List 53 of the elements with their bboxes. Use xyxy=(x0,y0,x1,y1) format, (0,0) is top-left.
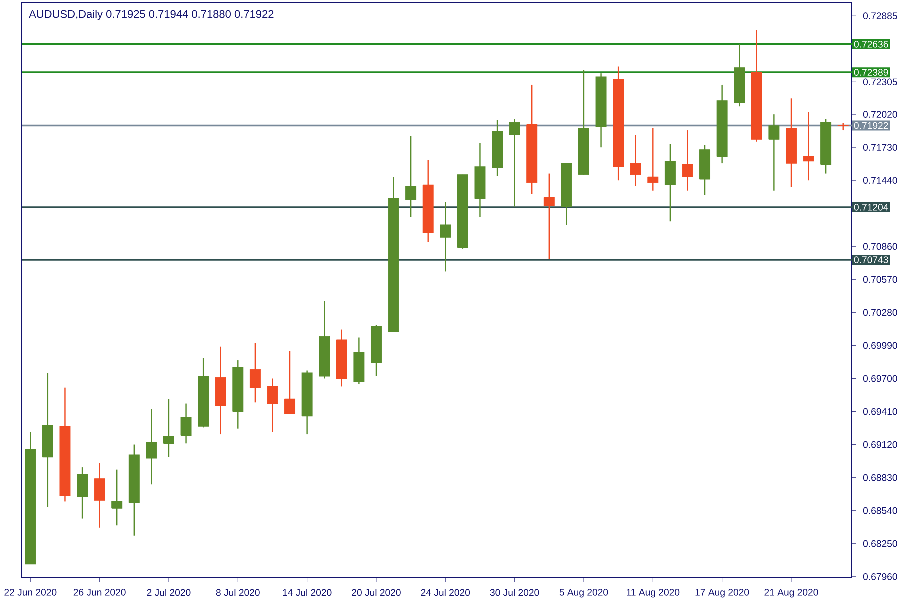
ref-line-label: 0.70743 xyxy=(854,256,888,264)
candlestick xyxy=(544,173,555,260)
x-tick-label: 24 Jul 2020 xyxy=(421,589,470,596)
candlestick xyxy=(630,134,642,187)
y-tick-label: 0.67960 xyxy=(863,573,898,580)
y-tick-label: 0.69700 xyxy=(863,375,898,382)
y-tick-label: 0.70280 xyxy=(863,309,898,316)
candlestick xyxy=(682,130,694,192)
x-tick-label: 30 Jul 2020 xyxy=(490,589,540,596)
y-tick-label: 0.72885 xyxy=(863,12,898,20)
candlestick xyxy=(648,128,659,192)
ref-line-label: 0.72389 xyxy=(854,69,888,76)
y-tick-label: 0.69120 xyxy=(863,441,898,448)
candlestick xyxy=(440,202,452,272)
candlestick xyxy=(803,112,814,182)
x-tick-label: 22 Jun 2020 xyxy=(4,589,57,596)
y-tick-label: 0.68540 xyxy=(863,507,898,514)
y-tick-label: 0.71730 xyxy=(863,144,898,151)
candlestick xyxy=(180,403,192,444)
y-tick-label: 0.68830 xyxy=(863,474,898,482)
candlestick xyxy=(146,408,158,486)
x-tick-label: 2 Jul 2020 xyxy=(147,589,191,596)
ref-line-label: 0.71204 xyxy=(854,204,888,211)
candlestick xyxy=(664,144,676,222)
y-tick-label: 0.70860 xyxy=(863,243,898,250)
candlestick xyxy=(94,462,106,528)
y-tick-label: 0.68250 xyxy=(863,540,898,548)
candlestick xyxy=(163,398,174,458)
x-tick-label: 20 Jul 2020 xyxy=(352,589,401,596)
candlestick xyxy=(406,136,417,218)
candlestick xyxy=(509,118,520,208)
x-tick-label: 26 Jun 2020 xyxy=(74,589,126,596)
x-tick-label: 11 Aug 2020 xyxy=(627,589,680,598)
candlestick xyxy=(112,469,123,526)
y-tick-label: 0.69410 xyxy=(863,408,898,416)
y-tick-label: 0.70570 xyxy=(863,276,898,284)
y-tick-label: 0.69990 xyxy=(863,342,898,350)
candlestick xyxy=(77,466,88,520)
ref-line-label: 0.71922 xyxy=(854,122,888,130)
candlestick xyxy=(768,114,780,192)
y-tick-label: 0.72020 xyxy=(863,111,898,118)
text: AUDUSD,Daily 0.71925 0.71944 0.71880 0.71922 xyxy=(29,10,274,20)
x-tick-label: 8 Jul 2020 xyxy=(216,589,260,596)
x-tick-label: 5 Aug 2020 xyxy=(560,589,608,598)
candlestick xyxy=(267,378,278,433)
candlestick xyxy=(284,350,296,415)
x-tick-label: 21 Aug 2020 xyxy=(764,589,818,598)
x-tick-label: 17 Aug 2020 xyxy=(696,589,750,598)
y-tick-label: 0.71440 xyxy=(863,177,898,184)
ref-line-label: 0.72636 xyxy=(854,41,888,48)
y-tick-label: 0.72305 xyxy=(863,78,898,86)
x-tick-label: 14 Jul 2020 xyxy=(283,589,332,596)
candlestick xyxy=(250,342,261,404)
